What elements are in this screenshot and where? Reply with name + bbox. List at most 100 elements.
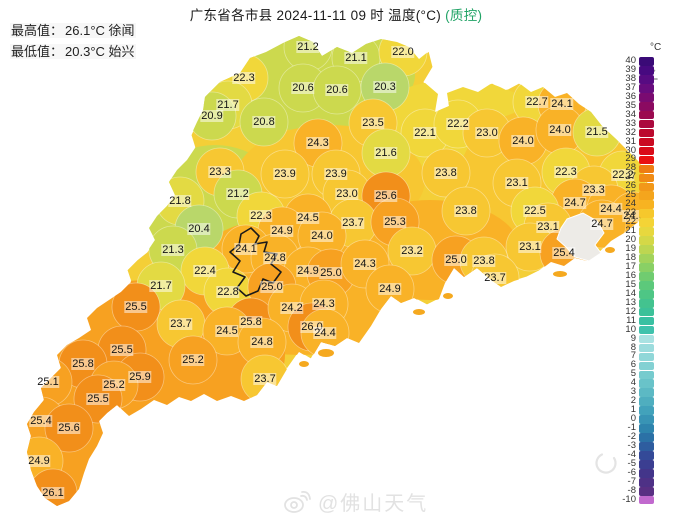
colorbar-tick: 6 — [630, 359, 636, 371]
county-patch — [28, 468, 78, 506]
colorbar-cell — [639, 334, 654, 344]
colorbar-tick: 1 — [630, 404, 636, 416]
colorbar-tick: 39 — [625, 63, 636, 75]
colorbar-tick: -3 — [627, 439, 636, 451]
colorbar-row: 27 — [612, 171, 670, 183]
colorbar-cell — [639, 227, 654, 236]
island — [443, 293, 453, 299]
colorbar-tick: 38 — [625, 72, 636, 84]
quality-control-tag: (质控) — [445, 8, 483, 23]
colorbar-cell — [639, 343, 654, 353]
colorbar-row: 28 — [612, 162, 670, 174]
colorbar-tick: 17 — [625, 260, 636, 272]
colorbar-cell — [639, 119, 654, 129]
island — [553, 271, 567, 277]
colorbar-row: 13 — [612, 296, 670, 308]
colorbar-row: 40 — [612, 55, 670, 66]
colorbar-row: 20 — [612, 234, 670, 246]
colorbar-cell — [639, 137, 654, 147]
min-label: 最低值： — [10, 44, 65, 59]
colorbar-row: -10 — [612, 493, 670, 505]
colorbar-tick: 36 — [625, 90, 636, 102]
colorbar-row: 6 — [612, 359, 670, 371]
colorbar-cell — [639, 379, 654, 389]
colorbar-cell — [639, 191, 654, 201]
colorbar-tick: -2 — [627, 431, 636, 443]
colorbar-cell — [639, 415, 654, 424]
colorbar-cell — [639, 406, 654, 415]
colorbar-tick: 21 — [625, 225, 636, 237]
colorbar-tick: 7 — [630, 350, 636, 362]
colorbar-row: 5 — [612, 368, 670, 380]
temperature-colorbar: °C 40 39 38 37 36 35 34 33 32 31 30 29 28 27 26 25 24 23 2… — [612, 42, 670, 505]
island — [299, 361, 309, 367]
colorbar-cell — [639, 200, 654, 210]
colorbar-unit: °C — [650, 42, 662, 53]
colorbar-tick: 37 — [625, 81, 636, 93]
county-patch — [260, 149, 310, 199]
colorbar-row: -8 — [612, 484, 670, 496]
colorbar-row: -5 — [612, 457, 670, 469]
colorbar-cell — [639, 460, 654, 469]
colorbar-row: 21 — [612, 225, 670, 237]
colorbar-row: -3 — [612, 439, 670, 451]
colorbar-tick: -6 — [627, 466, 636, 478]
colorbar-row: 38 — [612, 72, 670, 84]
colorbar-row: 12 — [612, 305, 670, 317]
colorbar-cell — [639, 173, 654, 183]
colorbar-row: 24 — [612, 198, 670, 210]
weibo-icon — [284, 490, 311, 513]
colorbar-cell — [639, 84, 654, 93]
colorbar-tick: 35 — [625, 99, 636, 111]
colorbar-tick: 24 — [625, 198, 636, 210]
colorbar-tick: 18 — [625, 251, 636, 263]
colorbar-cell — [639, 442, 654, 451]
colorbar-row: 8 — [612, 341, 670, 353]
colorbar-cell — [639, 388, 654, 398]
county-patch — [168, 335, 218, 385]
colorbar-tick: 9 — [630, 332, 636, 344]
colorbar-row: 30 — [612, 144, 670, 156]
colorbar-row: 14 — [612, 289, 670, 299]
colorbar-row: 37 — [612, 81, 670, 93]
colorbar-cell — [639, 397, 654, 406]
colorbar-tick: 40 — [625, 55, 636, 66]
colorbar-cell — [639, 245, 654, 254]
colorbar-cell — [639, 307, 654, 317]
colorbar-tick: 28 — [625, 162, 636, 174]
colorbar-row: 19 — [612, 244, 670, 254]
colorbar-tick: -8 — [627, 484, 636, 496]
colorbar-tick: 32 — [625, 126, 636, 138]
colorbar-cell — [639, 477, 654, 487]
colorbar-tick: 11 — [626, 314, 636, 326]
colorbar-tick: 0 — [630, 413, 636, 425]
min-value-row: 最低值： 20.3°C 始兴 — [10, 41, 136, 62]
colorbar-row: -7 — [612, 477, 670, 487]
colorbar-row: 1 — [612, 404, 670, 416]
colorbar-tick: -10 — [622, 493, 636, 505]
colorbar-tick: 13 — [625, 296, 636, 308]
colorbar-cell — [639, 486, 654, 496]
colorbar-row: 10 — [612, 324, 670, 335]
colorbar-tick: 31 — [625, 135, 636, 147]
colorbar-row: 16 — [612, 271, 670, 281]
colorbar-tick: 15 — [625, 278, 636, 290]
watermark-text: @佛山天气 — [318, 493, 429, 515]
colorbar-row: 35 — [612, 99, 670, 111]
colorbar-cell — [639, 272, 654, 281]
colorbar-tick: 27 — [625, 171, 636, 183]
colorbar-row: -6 — [612, 466, 670, 478]
colorbar-tick: 20 — [625, 234, 636, 246]
colorbar-tick: 26 — [625, 180, 636, 192]
colorbar-row: 39 — [612, 63, 670, 75]
colorbar-tick: 2 — [630, 395, 636, 407]
colorbar-tick: 30 — [625, 144, 636, 156]
colorbar-tick: -5 — [627, 457, 636, 469]
county-patch — [240, 354, 290, 404]
colorbar-tick: 4 — [630, 377, 636, 389]
colorbar-row: 0 — [612, 413, 670, 425]
colorbar-tick: 12 — [625, 305, 636, 317]
colorbar-tick: 5 — [630, 368, 636, 380]
max-label: 最高值： — [10, 23, 65, 38]
colorbar-tick: 8 — [630, 341, 636, 353]
